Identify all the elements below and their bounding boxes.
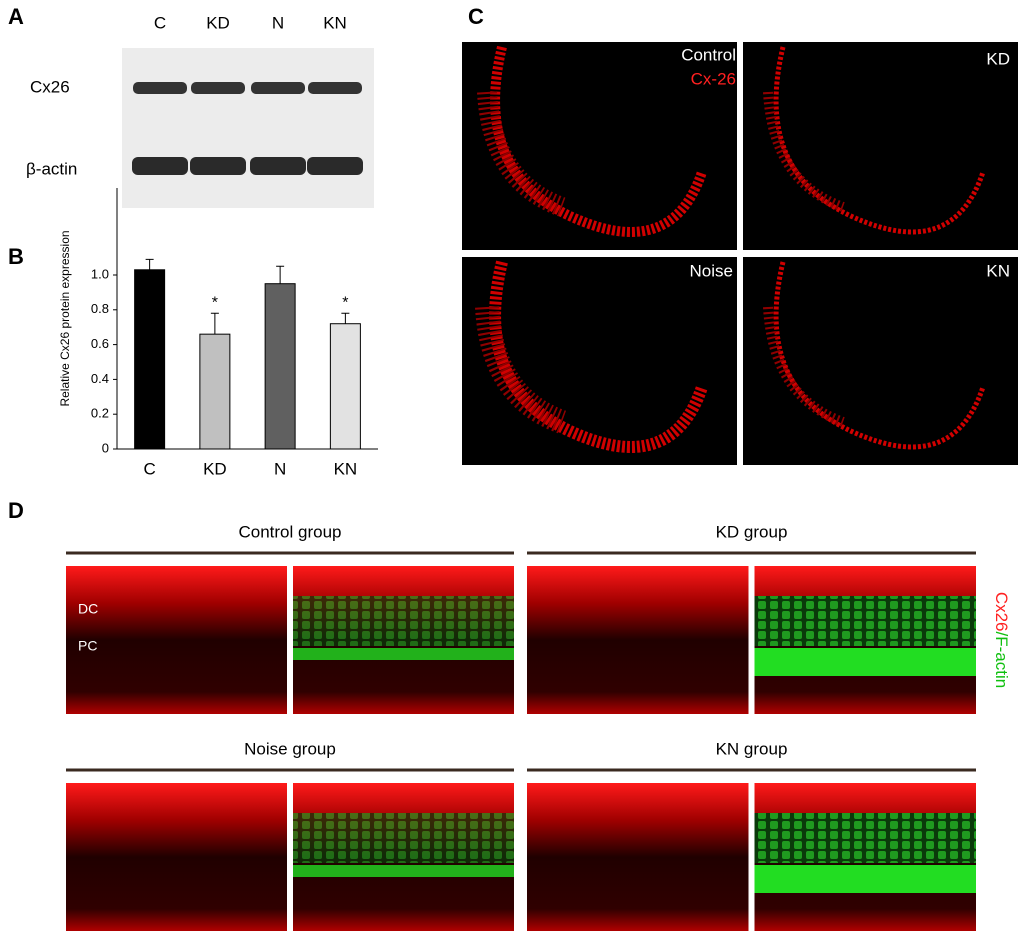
y-tick-label: 0.6	[91, 336, 109, 351]
f-actin-cells	[754, 813, 976, 863]
surface-image	[527, 783, 749, 931]
band	[250, 157, 306, 175]
y-tick-label: 0.4	[91, 371, 109, 386]
stained-tissue	[773, 46, 986, 235]
group-title: KN group	[716, 739, 788, 758]
panel-letter: B	[8, 244, 24, 269]
panel-letter: D	[8, 498, 24, 523]
x-tick-label: KD	[203, 459, 227, 478]
surface-image	[66, 566, 287, 714]
significance: *	[212, 294, 218, 311]
image-label: Noise	[690, 261, 733, 280]
blot-row-label: Cx26	[30, 77, 70, 96]
surface-image	[66, 783, 287, 931]
stain-red: Cx26	[992, 592, 1011, 632]
confocal-image	[743, 257, 1018, 465]
lane-label: N	[272, 13, 284, 32]
band	[133, 82, 187, 94]
lane-label: KN	[323, 13, 347, 32]
f-actin-cells	[754, 596, 976, 646]
y-tick-label: 0.8	[91, 301, 109, 316]
x-tick-label: N	[274, 459, 286, 478]
x-tick-label: C	[143, 459, 155, 478]
band	[191, 82, 245, 94]
error-bar	[145, 258, 154, 270]
f-actin-cells	[293, 813, 514, 863]
significance: *	[342, 294, 348, 311]
f-actin-cells	[293, 596, 514, 646]
f-actin-band	[293, 648, 514, 660]
stained-tissue	[490, 45, 707, 237]
bar	[134, 269, 166, 450]
bar	[264, 283, 296, 450]
bar	[199, 333, 231, 450]
lane-label: C	[154, 13, 166, 32]
y-axis-title: Relative Cx26 protein expression	[58, 230, 72, 406]
y-tick-label: 0	[102, 440, 109, 455]
confocal-image	[462, 42, 737, 250]
f-actin-band	[754, 865, 976, 893]
panel-letter: C	[468, 4, 484, 29]
cell-label: PC	[78, 638, 97, 654]
y-tick-label: 1.0	[91, 266, 109, 281]
stain-label: Cx26/F-actin	[992, 592, 1011, 688]
blot-row-label: β-actin	[26, 159, 77, 178]
band	[190, 157, 246, 175]
group-title: KD group	[716, 522, 788, 541]
image-label: Cx-26	[691, 69, 736, 88]
image-label: Control	[681, 45, 736, 64]
band	[132, 157, 188, 175]
bar	[329, 323, 361, 450]
group-title: Noise group	[244, 739, 336, 758]
band	[251, 82, 305, 94]
image-label: KD	[986, 49, 1010, 68]
cell-label: DC	[78, 601, 98, 617]
surface-image	[527, 566, 749, 714]
confocal-panel	[462, 42, 1018, 465]
confocal-image	[743, 42, 1018, 250]
error-bar	[341, 312, 350, 324]
error-bar	[276, 265, 285, 284]
x-tick-label: KN	[334, 459, 358, 478]
stained-tissue	[773, 261, 986, 450]
group-title: Control group	[238, 522, 341, 541]
y-tick-label: 0.2	[91, 406, 109, 421]
band	[307, 157, 363, 175]
band	[308, 82, 362, 94]
error-bar	[210, 312, 219, 335]
panel-letter: A	[8, 4, 24, 29]
f-actin-band	[754, 648, 976, 676]
f-actin-band	[293, 865, 514, 877]
stain-green: /F-actin	[992, 632, 1011, 689]
stained-tissue	[489, 260, 708, 453]
blot-membrane	[122, 48, 374, 208]
lane-label: KD	[206, 13, 230, 32]
image-label: KN	[986, 261, 1010, 280]
surface-panel: Control group KD group Noise group KN group	[66, 522, 976, 931]
